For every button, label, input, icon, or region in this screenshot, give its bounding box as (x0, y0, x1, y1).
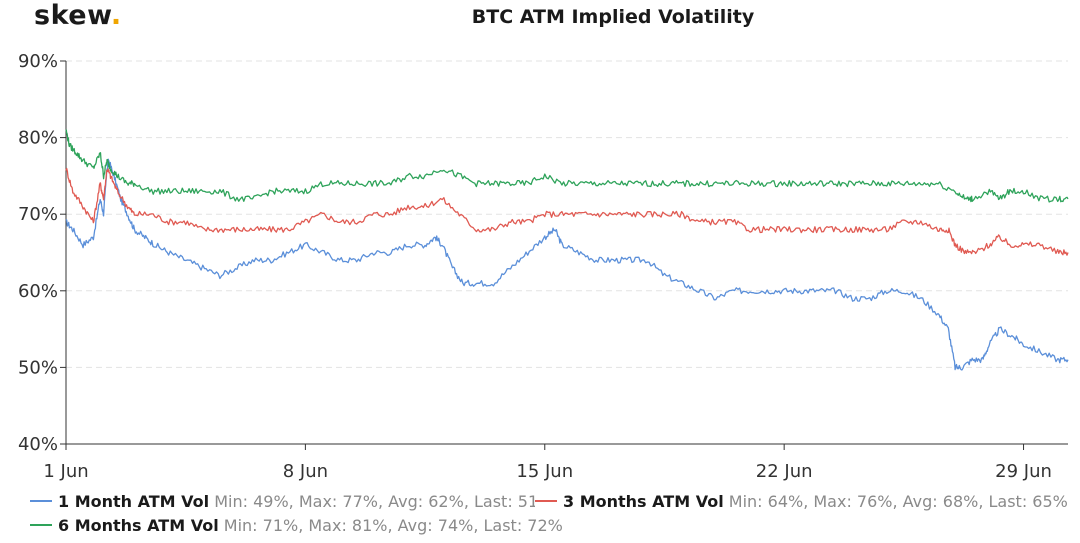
x-tick-label: 8 Jun (283, 461, 328, 482)
legend-series-name: 1 Month ATM Vol (58, 492, 210, 511)
y-tick-label: 80% (18, 128, 58, 149)
y-tick-label: 90% (18, 51, 58, 72)
axes: 40% 50% 60% 70% 80% 90% 1 Jun 8 Jun 15 Jun 22 Jun… (18, 51, 1068, 482)
legend-row-2: 6 Months ATM Vol Min: 71%, Max: 81%, Avg… (30, 514, 1080, 538)
series-lines (65, 129, 1069, 371)
y-tick-label: 60% (18, 281, 58, 302)
x-tick-label: 22 Jun (756, 461, 813, 482)
skew-logo: skew. (34, 0, 122, 31)
legend-series-stats: Min: 64%, Max: 76%, Avg: 68%, Last: 65% (728, 492, 1068, 511)
legend-series-name: 3 Months ATM Vol (563, 492, 724, 511)
grid-lines (66, 60, 1068, 368)
x-tick-label: 15 Jun (516, 461, 573, 482)
series-line-6m[interactable] (65, 129, 1069, 203)
legend-item-1m[interactable]: 1 Month ATM Vol Min: 49%, Max: 77%, Avg:… (30, 490, 553, 514)
chart-title: BTC ATM Implied Volatility (471, 6, 755, 28)
legend-series-stats: Min: 71%, Max: 81%, Avg: 74%, Last: 72% (223, 516, 563, 535)
y-tick-label: 50% (18, 357, 58, 378)
legend-series-stats: Min: 49%, Max: 77%, Avg: 62%, Last: 51% (214, 492, 554, 511)
legend-swatch-6m (30, 523, 52, 526)
x-tick-label: 1 Jun (43, 461, 88, 482)
legend-swatch-3m (535, 499, 557, 502)
legend-item-6m[interactable]: 6 Months ATM Vol Min: 71%, Max: 81%, Avg… (30, 514, 563, 538)
y-tick-label: 40% (18, 434, 58, 455)
legend-item-3m[interactable]: 3 Months ATM Vol Min: 64%, Max: 76%, Avg… (535, 490, 1068, 514)
series-line-3m[interactable] (65, 167, 1069, 256)
legend-swatch-1m (30, 499, 52, 502)
x-tick-label: 29 Jun (995, 461, 1052, 482)
series-line-1m[interactable] (65, 158, 1069, 371)
legend-row-1: 1 Month ATM Vol Min: 49%, Max: 77%, Avg:… (30, 490, 1080, 514)
legend: 1 Month ATM Vol Min: 49%, Max: 77%, Avg:… (30, 490, 1080, 538)
y-tick-label: 70% (18, 204, 58, 225)
legend-series-name: 6 Months ATM Vol (58, 516, 219, 535)
